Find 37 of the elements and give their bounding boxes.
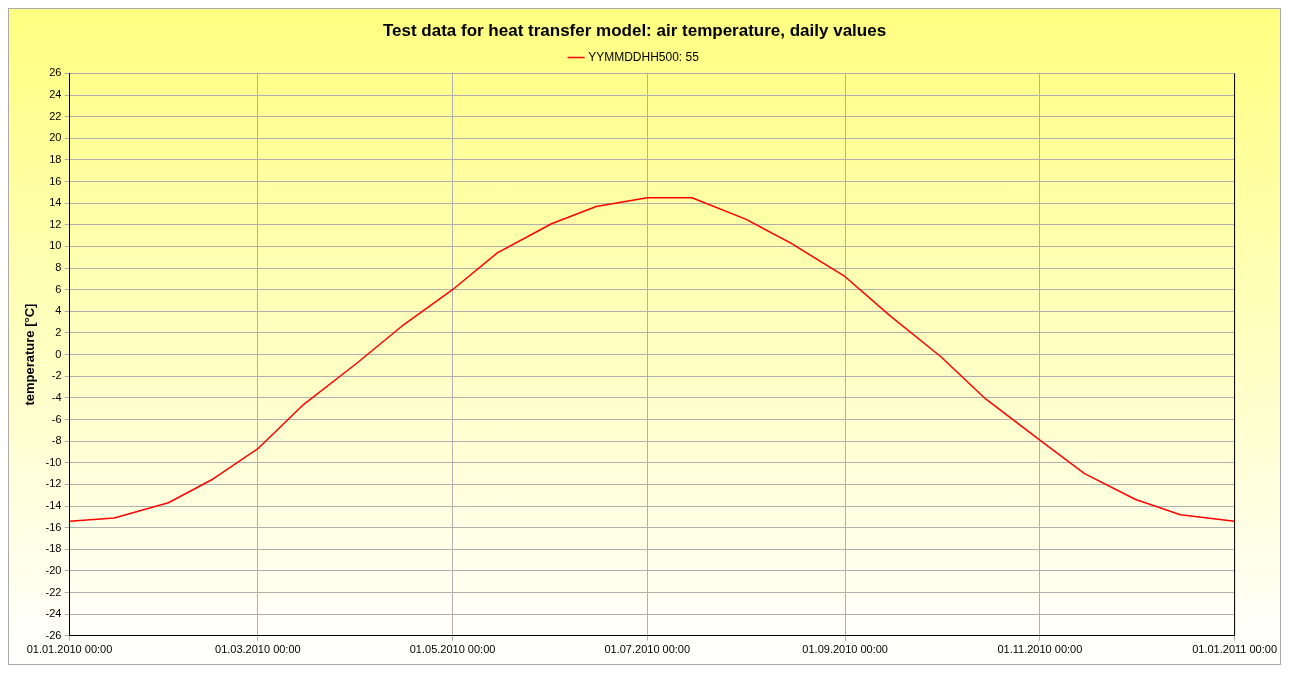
y-tick-label: -8 (51, 434, 62, 447)
y-tick-label: 24 (49, 88, 62, 101)
legend-label: YYMMDDHH500: 55 (588, 49, 700, 64)
y-tick-label: 26 (49, 66, 62, 79)
y-tick-label: -18 (45, 542, 62, 555)
y-tick-label: 4 (55, 304, 62, 317)
y-tick-label: 8 (55, 261, 62, 274)
y-tick-label: 16 (49, 174, 62, 187)
y-tick-label: -6 (51, 412, 62, 425)
y-tick-label: -12 (45, 477, 62, 490)
y-tick-label: 20 (49, 131, 62, 144)
y-tick-label: -14 (45, 499, 62, 512)
chart-title: Test data for heat transfer model: air temperature, daily values (382, 20, 887, 40)
y-tick-label: -20 (45, 563, 62, 576)
y-tick-label: 18 (49, 152, 62, 165)
y-tick-label: 12 (49, 217, 62, 230)
y-tick-label: -16 (45, 520, 62, 533)
x-tick-label: 01.09.2010 00:00 (802, 643, 888, 656)
y-tick-label: -2 (51, 369, 62, 382)
y-tick-label: 22 (49, 109, 62, 122)
y-axis-title: temperature [°C] (22, 303, 38, 406)
x-tick-label: 01.03.2010 00:00 (215, 643, 301, 656)
y-tick-label: 10 (49, 239, 62, 252)
x-tick-label: 01.01.2011 00:00 (1192, 643, 1277, 656)
y-tick-label: 14 (49, 196, 62, 209)
y-tick-label: -4 (51, 390, 62, 403)
x-tick-label: 01.01.2010 00:00 (26, 643, 113, 656)
y-tick-label: -10 (45, 455, 62, 468)
y-tick-label: 2 (55, 326, 62, 338)
x-tick-label: 01.07.2010 00:00 (604, 643, 691, 656)
y-tick-label: -24 (45, 607, 62, 620)
y-tick-label: 6 (55, 282, 62, 295)
x-tick-label: 01.11.2010 00:00 (997, 643, 1083, 656)
y-tick-label: -22 (45, 585, 62, 598)
y-tick-label: 0 (55, 347, 62, 360)
x-tick-label: 01.05.2010 00:00 (409, 643, 496, 656)
y-tick-label: -26 (45, 628, 62, 641)
